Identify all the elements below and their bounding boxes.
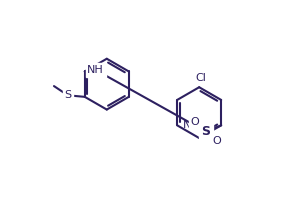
Text: O: O [191, 117, 200, 127]
Text: O: O [212, 136, 221, 146]
Text: Cl: Cl [195, 73, 206, 83]
Text: NH₂: NH₂ [183, 120, 204, 130]
Text: NH: NH [87, 65, 104, 75]
Text: S: S [201, 125, 210, 138]
Text: S: S [64, 90, 71, 100]
